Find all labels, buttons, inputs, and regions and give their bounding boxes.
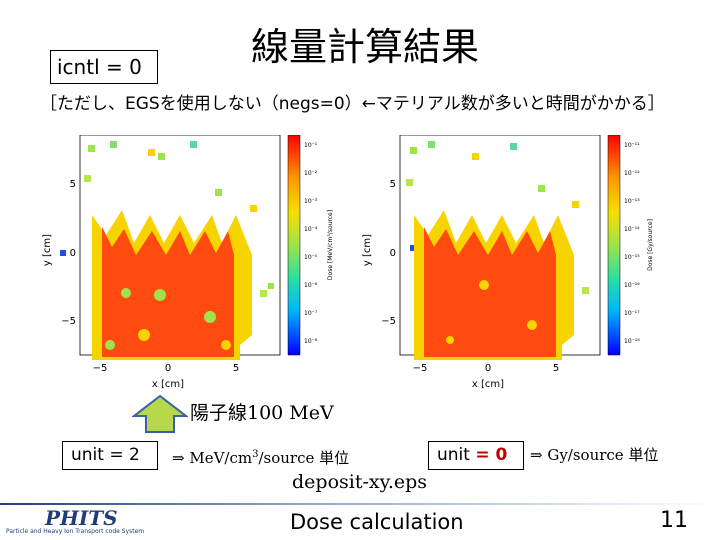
svg-text:10⁻³: 10⁻³ [304,198,318,205]
svg-text:10⁻⁴: 10⁻⁴ [304,226,318,233]
footer-divider [0,503,720,505]
dose-spots [446,280,537,344]
svg-text:10⁻¹²: 10⁻¹² [624,170,640,177]
x-tick: 5 [233,363,239,374]
x-axis-label: x [cm] [472,379,504,390]
y-tick: 5 [390,179,396,190]
colorbar-ticks: 10⁻¹¹ 10⁻¹² 10⁻¹³ 10⁻¹⁴ 10⁻¹⁵ 10⁻¹⁶ 10⁻¹… [624,142,640,345]
svg-text:10⁻¹⁸: 10⁻¹⁸ [624,338,640,345]
unit0-box: unit = 0 [428,441,524,470]
dose-map-left: 5 0 −5 −5 0 5 x [cm] y [cm] 10⁻¹ 10⁻² 10… [42,135,334,390]
colorbar-label: Dose [MeV/cm³/source] [327,210,334,280]
output-filename: deposit-xy.eps [292,471,428,493]
page-number: 11 [660,508,688,533]
phits-logo: PHITS [45,506,118,530]
colorbar [287,135,301,356]
y-tick: −5 [381,316,396,327]
svg-text:10⁻¹⁷: 10⁻¹⁷ [624,310,640,317]
dose-map-right: 5 0 −5 −5 0 5 x [cm] y [cm] 10⁻¹¹ 10⁻¹² … [362,135,654,390]
svg-text:10⁻¹³: 10⁻¹³ [624,198,640,205]
svg-text:10⁻⁵: 10⁻⁵ [304,254,318,261]
colorbar-ticks: 10⁻¹ 10⁻² 10⁻³ 10⁻⁴ 10⁻⁵ 10⁻⁶ 10⁻⁷ 10⁻⁸ [304,142,318,345]
svg-text:10⁻¹⁴: 10⁻¹⁴ [624,226,640,233]
y-axis-label: y [cm] [362,234,373,266]
y-tick: 0 [390,248,396,259]
svg-text:10⁻⁷: 10⁻⁷ [304,310,318,317]
svg-text:10⁻¹⁵: 10⁻¹⁵ [624,254,640,261]
dose-spots [105,288,231,350]
unit2-box: unit = 2 [62,441,158,470]
svg-text:10⁻¹: 10⁻¹ [304,142,318,149]
x-tick: 0 [165,363,171,374]
negs-note: ［ただし、EGSを使用しない（negs=0）←マテリアル数が多いと時間がかかる］ [40,94,665,114]
svg-text:10⁻¹⁶: 10⁻¹⁶ [624,282,640,289]
unit0-description: ⇒ Gy/source 単位 [530,446,659,464]
footer-title: Dose calculation [290,510,464,534]
y-tick: 5 [70,179,76,190]
svg-text:10⁻⁶: 10⁻⁶ [304,282,318,289]
svg-text:10⁻²: 10⁻² [304,170,318,177]
x-axis-label: x [cm] [152,379,184,390]
scatter-pixels [60,141,274,297]
up-arrow-icon [132,394,188,433]
y-axis-label: y [cm] [42,234,53,266]
x-tick: 5 [553,363,559,374]
x-tick: −5 [413,363,428,374]
x-tick: 0 [485,363,491,374]
dose-region-core [102,227,234,357]
colorbar [607,135,621,356]
svg-text:10⁻⁸: 10⁻⁸ [304,338,318,345]
svg-text:10⁻¹¹: 10⁻¹¹ [624,142,640,149]
y-tick: 0 [70,248,76,259]
icntl-param-box: icntl = 0 [50,50,158,84]
y-tick: −5 [61,316,76,327]
phits-logo-subtitle: Particle and Heavy Ion Transport code Sy… [6,528,145,535]
dose-region-core [424,227,556,357]
x-tick: −5 [93,363,108,374]
colorbar-label: Dose [Gy/source] [647,219,654,271]
slide-title: 線量計算結果 [250,25,479,69]
unit2-description: ⇒ MeV/cm3/source 単位 [172,449,350,467]
beam-label: 陽子線100 MeV [190,402,334,424]
